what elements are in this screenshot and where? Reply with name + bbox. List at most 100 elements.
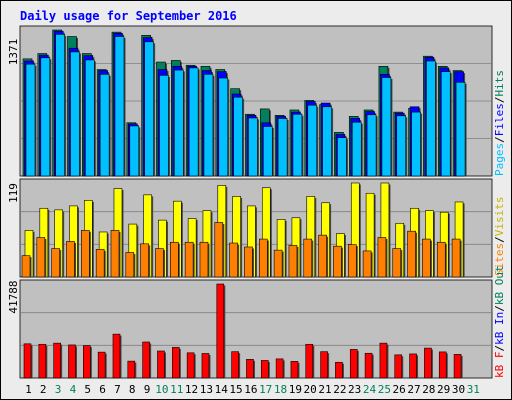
bar-sites-day-11 — [170, 241, 179, 278]
x-tick-label: 20 — [304, 383, 317, 396]
x-tick-label: 6 — [99, 383, 106, 396]
panel-1-bars — [22, 29, 467, 177]
bar-sites-day-17 — [258, 238, 268, 278]
x-tick-label: 30 — [452, 383, 465, 396]
legend-sep-4: / — [493, 345, 506, 352]
x-tick-label: 5 — [84, 383, 91, 396]
panel-2-bars — [21, 182, 465, 278]
bar-kbf-day-16 — [246, 359, 254, 379]
legend-sep-2: / — [493, 97, 506, 104]
x-tick-label: 4 — [70, 383, 77, 396]
bar-kbf-day-19 — [290, 361, 299, 379]
legend-hits: Hits — [493, 70, 506, 97]
chart-title: Daily usage for September 2016 — [20, 9, 237, 23]
bar-kbf-day-11 — [172, 347, 180, 379]
bar-kbf-day-2 — [38, 343, 47, 379]
bar-pages-day-16 — [248, 117, 258, 177]
bar-pages-day-25 — [381, 77, 392, 177]
legend-kbout: kB Out — [493, 265, 506, 305]
legend-kbin: kB In — [493, 312, 506, 345]
bar-sites-day-19 — [288, 245, 298, 278]
x-tick-label: 23 — [348, 383, 361, 396]
bar-kbf-day-23 — [349, 349, 358, 379]
bar-sites-day-7 — [110, 230, 120, 278]
legend-kbf: kB F — [493, 352, 506, 379]
bar-kbf-day-15 — [231, 351, 239, 379]
bar-sites-day-2 — [36, 237, 46, 278]
bar-pages-day-9 — [144, 41, 154, 177]
panel-1-ymax-label: 1371 — [7, 39, 20, 66]
bar-kbf-day-25 — [379, 342, 388, 379]
panel-2-ymax-label: 119 — [7, 183, 20, 203]
x-tick-label: 14 — [215, 383, 229, 396]
bar-kbf-day-7 — [112, 333, 121, 379]
bar-sites-day-27 — [407, 230, 416, 278]
x-tick-label: 29 — [437, 383, 450, 396]
bar-kbf-day-18 — [275, 358, 284, 379]
bar-sites-day-15 — [229, 242, 238, 278]
bar-pages-day-24 — [366, 114, 377, 177]
bar-sites-day-9 — [140, 243, 149, 278]
x-tick-label: 3 — [55, 383, 62, 396]
x-tick-label: 10 — [155, 383, 168, 396]
bar-pages-day-27 — [411, 111, 421, 177]
bar-pages-day-15 — [233, 96, 243, 177]
bar-kbf-day-14 — [216, 283, 225, 379]
x-tick-label: 11 — [170, 383, 183, 396]
bar-pages-day-18 — [277, 118, 288, 177]
bar-kbf-day-29 — [438, 351, 447, 379]
panel-1-legend: Pages/Files/Hits — [493, 70, 506, 176]
bar-pages-day-10 — [159, 75, 169, 177]
bar-pages-day-14 — [218, 77, 229, 177]
bar-sites-day-3 — [51, 248, 60, 278]
x-tick-label: 8 — [129, 383, 136, 396]
bar-sites-day-21 — [318, 234, 327, 278]
bar-pages-day-5 — [85, 59, 95, 177]
bar-pages-day-21 — [322, 106, 332, 177]
x-tick-label: 28 — [422, 383, 435, 396]
bar-kbf-day-26 — [394, 354, 403, 379]
x-tick-label: 21 — [318, 383, 331, 396]
bar-pages-day-4 — [70, 51, 80, 177]
x-tick-labels: 1 2 3 4 5 6 7 8 9 10 11 12 13 14 15 16 17 18 19 20 21 22 23 24 2… — [25, 383, 480, 396]
x-tick-label: 13 — [200, 383, 213, 396]
bar-sites-day-4 — [66, 241, 75, 278]
panel-3-legend: kB F/kB In/kB Out — [493, 265, 506, 378]
bar-sites-day-5 — [81, 230, 90, 278]
bar-sites-day-10 — [155, 248, 164, 278]
bar-pages-day-3 — [55, 34, 65, 177]
panel-2-legend: Sites/Visits — [493, 197, 506, 277]
bar-pages-day-20 — [307, 104, 318, 177]
bar-kbf-day-6 — [97, 351, 106, 379]
bar-sites-day-22 — [333, 245, 342, 278]
legend-sep-5: / — [493, 305, 506, 312]
legend-files: Files — [493, 103, 506, 136]
bar-kbf-day-30 — [453, 354, 462, 379]
bar-kbf-day-17 — [260, 360, 269, 379]
x-tick-label: 25 — [378, 383, 391, 396]
bar-pages-day-2 — [40, 57, 51, 177]
x-tick-label: 24 — [363, 383, 377, 396]
bar-kbf-day-1 — [23, 343, 32, 379]
bar-pages-day-11 — [174, 69, 184, 177]
bar-pages-day-8 — [129, 125, 140, 177]
bar-kbf-day-10 — [157, 350, 165, 379]
x-tick-label: 9 — [144, 383, 151, 396]
bar-sites-day-28 — [422, 238, 431, 278]
bar-kbf-day-20 — [305, 343, 314, 379]
bar-sites-day-26 — [392, 248, 402, 278]
bar-kbf-day-8 — [127, 360, 136, 379]
bar-sites-day-14 — [214, 222, 224, 278]
bar-pages-day-6 — [99, 74, 110, 177]
bar-kbf-day-24 — [364, 352, 373, 379]
bar-kbf-day-3 — [53, 342, 61, 379]
bar-pages-day-19 — [292, 113, 303, 177]
bar-sites-day-13 — [199, 241, 209, 278]
bar-pages-day-12 — [188, 67, 199, 177]
bar-pages-day-1 — [25, 63, 36, 177]
bar-kbf-day-13 — [201, 353, 210, 379]
bar-kbf-day-9 — [142, 341, 150, 379]
bar-sites-day-29 — [436, 241, 446, 278]
x-tick-label: 17 — [259, 383, 272, 396]
